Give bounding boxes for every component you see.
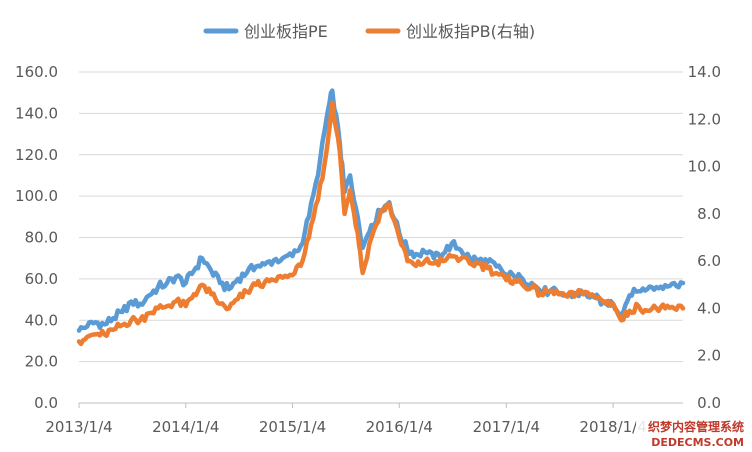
y2-tick-label: 12.0 [688,110,721,128]
y2-tick-label: 8.0 [697,205,721,223]
watermark-line-1: 织梦内容管理系统 [648,419,744,434]
legend-label: 创业板指PE [244,22,328,41]
watermark-line-2: DEDECMS.COM [651,436,744,449]
y-tick-label: 40.0 [25,311,58,329]
watermark-background [636,418,750,450]
y-axis-right: 0.0 2.0 4.0 6.0 8.0 10.0 12.0 14.0 [688,63,721,412]
y-tick-label: 0.0 [34,394,58,412]
y-tick-label: 140.0 [15,104,58,122]
x-tick-label: 2018/1/4 [579,418,646,436]
x-tick-label: 2017/1/4 [473,418,540,436]
y-tick-label: 60.0 [25,270,58,288]
x-axis: 2013/1/4 2014/1/4 2015/1/4 2016/1/4 2017/1/4… [45,402,683,436]
series-lines [76,88,686,347]
y2-tick-label: 6.0 [697,252,721,270]
x-tick-label: 2016/1/4 [366,418,433,436]
y2-tick-label: 10.0 [688,158,721,176]
y-tick-label: 20.0 [25,353,58,371]
y2-tick-label: 4.0 [697,299,721,317]
x-tick-label: 2015/1/4 [259,418,326,436]
series-line-pb [76,100,686,347]
y-tick-label: 80.0 [25,229,58,247]
y-tick-label: 160.0 [15,63,58,81]
y-tick-label: 100.0 [15,187,58,205]
y2-tick-label: 14.0 [688,63,721,81]
y-tick-label: 120.0 [15,146,58,164]
x-tick-label: 2013/1/4 [45,418,112,436]
watermark: 织梦内容管理系统 DEDECMS.COM [636,418,750,450]
y2-tick-label: 0.0 [697,394,721,412]
x-tick-label: 2014/1/4 [152,418,219,436]
series-line-pe [76,88,686,333]
y-axis-left: 0.0 20.0 40.0 60.0 80.0 100.0 120.0 140.0 160.0 [15,63,58,412]
legend: 创业板指PE 创业板指PB(右轴) [203,22,535,41]
legend-label: 创业板指PB(右轴) [406,22,535,41]
y2-tick-label: 2.0 [697,347,721,365]
